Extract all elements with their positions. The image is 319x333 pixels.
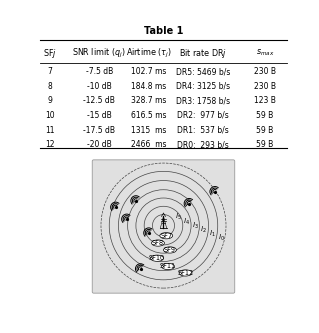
Text: $l_1$: $l_1$: [209, 229, 216, 239]
Text: 123 B: 123 B: [254, 96, 276, 105]
Text: -20 dB: -20 dB: [87, 140, 112, 149]
Text: -7.5 dB: -7.5 dB: [85, 67, 113, 76]
Text: 7: 7: [47, 67, 52, 76]
Text: SF8: SF8: [152, 240, 164, 246]
FancyBboxPatch shape: [92, 160, 235, 293]
Ellipse shape: [151, 255, 164, 261]
Text: 59 B: 59 B: [256, 111, 273, 120]
Text: 1315  ms: 1315 ms: [131, 126, 166, 135]
Ellipse shape: [160, 232, 173, 239]
Text: 230 B: 230 B: [254, 67, 276, 76]
Text: -12.5 dB: -12.5 dB: [83, 96, 115, 105]
Text: -15 dB: -15 dB: [87, 111, 112, 120]
Text: 102.7 ms: 102.7 ms: [131, 67, 166, 76]
Text: $l_4$: $l_4$: [183, 216, 190, 226]
Ellipse shape: [162, 263, 174, 270]
Ellipse shape: [164, 247, 176, 253]
Text: $l_3$: $l_3$: [191, 220, 198, 231]
Text: -10 dB: -10 dB: [87, 82, 112, 91]
Text: DR0:  293 b/s: DR0: 293 b/s: [177, 140, 229, 149]
Text: SF10: SF10: [149, 255, 165, 261]
Text: SF12: SF12: [177, 270, 194, 276]
Text: $s_{max}$: $s_{max}$: [256, 48, 274, 58]
Text: 9: 9: [47, 96, 52, 105]
Text: 184.8 ms: 184.8 ms: [131, 82, 166, 91]
Ellipse shape: [179, 270, 192, 276]
Text: Table 1: Table 1: [144, 26, 183, 36]
Text: 230 B: 230 B: [254, 82, 276, 91]
Text: DR5: 5469 b/s: DR5: 5469 b/s: [176, 67, 230, 76]
Text: Airtime ($\tau_j$): Airtime ($\tau_j$): [126, 47, 172, 60]
Text: $l_0$: $l_0$: [218, 233, 225, 243]
Ellipse shape: [152, 240, 164, 246]
Text: DR3: 1758 b/s: DR3: 1758 b/s: [176, 96, 230, 105]
Text: 59 B: 59 B: [256, 140, 273, 149]
Text: 8: 8: [48, 82, 52, 91]
Text: $l_5$: $l_5$: [175, 212, 182, 222]
Text: $l_2$: $l_2$: [200, 225, 206, 235]
Text: SF9: SF9: [164, 247, 176, 253]
Text: Bit rate DR$j$: Bit rate DR$j$: [179, 47, 227, 60]
Text: 10: 10: [45, 111, 55, 120]
Text: DR1:  537 b/s: DR1: 537 b/s: [177, 126, 229, 135]
Text: 12: 12: [45, 140, 55, 149]
Text: 11: 11: [45, 126, 55, 135]
Text: SF11: SF11: [160, 263, 176, 269]
Text: 616.5 ms: 616.5 ms: [131, 111, 167, 120]
Text: SF7: SF7: [160, 233, 172, 239]
Text: SNR limit ($q_j$): SNR limit ($q_j$): [72, 47, 126, 60]
Text: 59 B: 59 B: [256, 126, 273, 135]
Text: DR4: 3125 b/s: DR4: 3125 b/s: [176, 82, 230, 91]
Text: 2466  ms: 2466 ms: [131, 140, 167, 149]
Text: DR2:  977 b/s: DR2: 977 b/s: [177, 111, 229, 120]
Text: 328.7 ms: 328.7 ms: [131, 96, 166, 105]
Text: -17.5 dB: -17.5 dB: [83, 126, 115, 135]
Text: SF$j$: SF$j$: [43, 47, 57, 60]
